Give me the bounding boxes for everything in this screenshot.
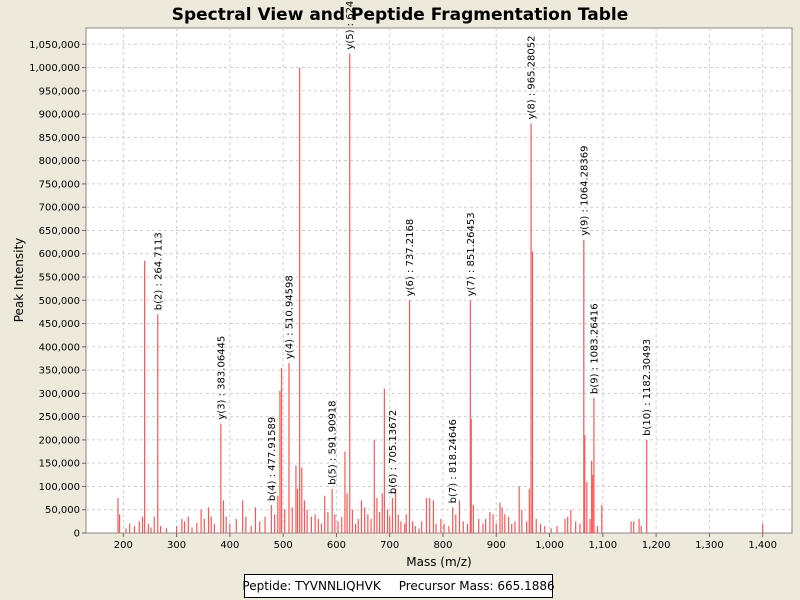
fragment-label: b(9) : 1083.26416 — [589, 303, 600, 394]
x-tick-label: 1,000 — [535, 540, 564, 551]
x-tick-label: 1,200 — [642, 540, 671, 551]
fragment-label: b(2) : 264.7113 — [153, 232, 164, 310]
x-tick-label: 1,400 — [748, 540, 777, 551]
y-axis: 0 50,000 100,000 150,000 200,000 250,000 300,0… — [29, 40, 86, 540]
y-tick-label: 800,000 — [39, 156, 80, 167]
x-tick-label: 700 — [380, 540, 399, 551]
x-tick-label: 800 — [433, 540, 452, 551]
y-tick-label: 900,000 — [39, 110, 80, 121]
fragment-label: y(4) : 510.94598 — [284, 275, 295, 359]
chart-title: Spectral View and Peptide Fragmentation … — [172, 5, 629, 25]
fragment-label: b(4) : 477.91589 — [267, 417, 278, 501]
peptide-label: Peptide: TYVNNLIQHVK — [242, 579, 381, 593]
fragment-label: y(9) : 1064.28369 — [579, 146, 590, 236]
y-tick-label: 650,000 — [39, 226, 80, 237]
y-tick-label: 550,000 — [39, 273, 80, 284]
x-tick-label: 600 — [327, 540, 346, 551]
y-tick-label: 950,000 — [39, 86, 80, 97]
y-tick-label: 250,000 — [39, 412, 80, 423]
y-tick-label: 750,000 — [39, 179, 80, 190]
spectrum-chart: Spectral View and Peptide Fragmentation … — [12, 0, 793, 569]
fragment-annotations: b(2) : 264.7113 y(3) : 383.06445 b(4) : 47… — [153, 0, 653, 503]
y-tick-label: 700,000 — [39, 203, 80, 214]
fragment-label: b(10) : 1182.30493 — [642, 339, 653, 436]
grid-lines — [86, 28, 792, 533]
y-axis-label: Peak Intensity — [12, 238, 26, 323]
y-tick-label: 400,000 — [39, 342, 80, 353]
y-tick-label: 0 — [74, 529, 80, 540]
x-tick-label: 1,100 — [589, 540, 618, 551]
peptide-info-box: Peptide: TYVNNLIQHVK Precursor Mass: 665… — [242, 574, 555, 598]
precursor-mass-label: Precursor Mass: 665.1886 — [398, 579, 555, 593]
x-tick-label: 300 — [167, 540, 186, 551]
fragment-label: b(5) : 591.90918 — [328, 400, 339, 484]
x-tick-label: 500 — [274, 540, 293, 551]
y-tick-label: 300,000 — [39, 389, 80, 400]
y-tick-label: 500,000 — [39, 296, 80, 307]
x-tick-label: 200 — [114, 540, 133, 551]
x-tick-label: 400 — [220, 540, 239, 551]
fragment-label: b(7) : 818.24646 — [448, 419, 459, 503]
y-tick-label: 850,000 — [39, 133, 80, 144]
y-tick-label: 1,050,000 — [29, 40, 80, 51]
y-tick-label: 600,000 — [39, 249, 80, 260]
y-tick-label: 1,000,000 — [29, 63, 80, 74]
x-tick-label: 1,300 — [695, 540, 724, 551]
fragment-label: y(7) : 851.26453 — [466, 212, 477, 296]
y-tick-label: 450,000 — [39, 319, 80, 330]
y-tick-label: 350,000 — [39, 366, 80, 377]
fragment-label: y(6) : 737.2168 — [405, 219, 416, 297]
fragment-label: y(8) : 965.28052 — [527, 36, 538, 120]
y-tick-label: 50,000 — [45, 505, 80, 516]
y-tick-label: 150,000 — [39, 459, 80, 470]
fragment-label: b(6) : 705.13672 — [388, 410, 399, 494]
x-axis-label: Mass (m/z) — [406, 555, 471, 569]
y-tick-label: 100,000 — [39, 482, 80, 493]
fragment-label: y(5) : 624.82483 — [345, 0, 356, 50]
plot-area — [85, 27, 793, 534]
fragment-label: y(3) : 383.06445 — [216, 336, 227, 420]
x-tick-label: 900 — [487, 540, 506, 551]
peak-series — [117, 53, 764, 533]
y-tick-label: 200,000 — [39, 435, 80, 446]
x-axis: 200 300 400 500 600 700 800 900 1,000 1,100 1,200 1… — [114, 533, 777, 551]
